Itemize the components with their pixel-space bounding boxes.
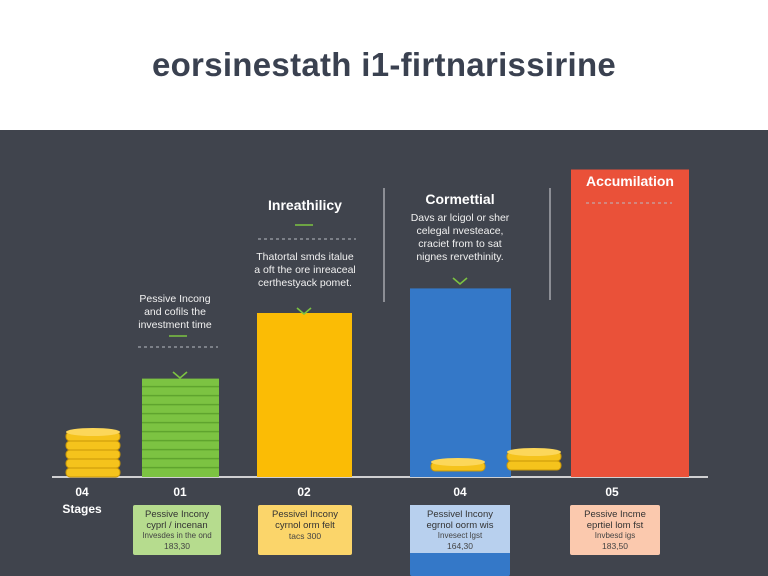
header: eorsinestath i1-firtnarissirine	[0, 0, 768, 130]
chevron-icon-2	[296, 307, 312, 316]
bar-2	[257, 313, 352, 477]
annotation-3-line-3: craciet from to sat	[418, 238, 502, 250]
tick-label-0: 04	[75, 485, 89, 499]
annotation-1-line-3: investment time	[138, 319, 212, 331]
coin-stack-left-coin	[65, 467, 121, 478]
chart-title: eorsinestath i1-firtnarissirine	[151, 46, 617, 83]
x-axis-label: Stages	[62, 502, 102, 516]
stage-card-3-line-3: Invesect lgst	[437, 531, 483, 540]
tick-label-2: 02	[297, 485, 311, 499]
bar-1	[142, 378, 219, 477]
stage-card-4-line-3: Invbesd igs	[594, 531, 636, 540]
annotation-3-line-4: nignes rervethinity.	[416, 251, 504, 263]
coin-stack-mid-top	[431, 458, 485, 466]
annotation-2-line-2: a oft the ore inreaceal	[254, 264, 356, 276]
annotation-3-line-2: celegal nvesteace,	[416, 225, 504, 237]
stage-card-2-line-2: cyrnol orm felt	[275, 520, 335, 531]
stage-card-4-line-4: 183,50	[602, 541, 628, 551]
stage-card-1-line-4: 183,30	[164, 541, 190, 551]
annotation-2-title: Inreathilicy	[268, 197, 342, 213]
chart-plot	[52, 169, 708, 478]
annotation-3-line-1: Davs ar lcigol or sher	[410, 212, 510, 224]
stage-card-3-line-4: 164,30	[447, 541, 473, 551]
stage-card-1: Pessive Incony cyprl / incenan Invesdes …	[133, 505, 221, 555]
coin-stack-left-top	[66, 428, 120, 436]
stage-card-1-line-1: Pessive Incony	[145, 509, 209, 520]
coin-stack-right-coin	[506, 460, 562, 471]
chevron-icon-3	[452, 277, 468, 286]
stage-card-2-line-1: Pessivel Incony	[271, 509, 338, 520]
stage-card-3-inner: Pessivel Incony egrnol oorm wis Invesect…	[410, 505, 510, 553]
bar-3	[410, 288, 511, 477]
stage-card-2: Pessivel Incony cyrnol orm felt tacs 300	[258, 505, 352, 555]
annotation-2-line-3: certhestyack pomet.	[258, 277, 352, 289]
stage-card-3-line-1: Pessivel Incony	[426, 509, 493, 520]
stage-card-3: Pessivel Incony egrnol oorm wis Invesect…	[410, 505, 510, 576]
stage-card-1-line-2: cyprl / incenan	[146, 520, 208, 531]
coin-stack-left-coin	[65, 449, 121, 460]
stage-card-4-line-1: Pessive Incme	[584, 509, 646, 520]
stage-card-2-line-4: tacs 300	[288, 531, 322, 541]
annotation-1-line-1: Pessive Incong	[139, 293, 211, 305]
tick-label-1: 01	[173, 485, 187, 499]
stage-card-3-line-2: egrnol oorm wis	[426, 520, 494, 531]
annotation-1-line-2: and cofils the	[144, 306, 206, 318]
coin-stack-right-top	[507, 448, 561, 456]
stage-card-4: Pessive Incme eprtiel lom fst Invbesd ig…	[570, 505, 660, 555]
coin-stack-left-coin	[65, 458, 121, 469]
annotation-3-title: Cormettial	[425, 191, 495, 207]
annotation-2-line-1: Thatortal smds italue	[256, 251, 354, 263]
bar-4	[571, 169, 689, 477]
stage-card-1-line-3: Invesdes in the ond	[142, 531, 212, 540]
annotation-4-title: Accumilation	[586, 173, 674, 189]
tick-label-4: 05	[605, 485, 619, 499]
stage-card-4-line-2: eprtiel lom fst	[586, 520, 644, 531]
chevron-icon-1	[172, 371, 188, 380]
coin-stack-left-coin	[65, 440, 121, 451]
tick-label-3: 04	[453, 485, 467, 499]
